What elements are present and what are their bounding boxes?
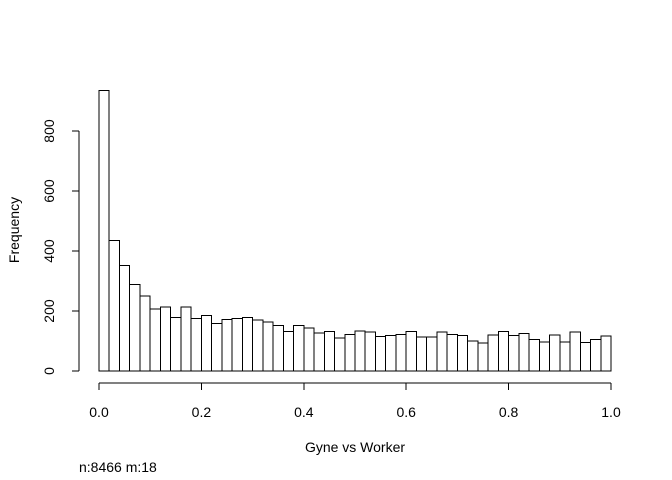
histogram-bar: [395, 333, 407, 372]
histogram-bar: [415, 336, 428, 372]
x-tick-label: 1.0: [601, 404, 621, 420]
histogram-bar: [129, 284, 141, 372]
histogram-bar: [313, 332, 325, 372]
histogram-bar: [211, 323, 223, 372]
x-tick-label: 0.6: [396, 404, 416, 420]
y-tick-label: 600: [41, 179, 57, 203]
x-axis-label: Gyne vs Worker: [305, 439, 405, 455]
histogram-bar: [170, 317, 182, 372]
histogram-bar: [262, 321, 274, 372]
histogram-bar: [487, 334, 499, 372]
histogram-bar: [241, 317, 254, 372]
y-tick-label: 400: [41, 239, 57, 263]
histogram-bars: [98, 90, 612, 372]
histogram-bar: [282, 330, 295, 372]
histogram-bar: [374, 336, 387, 372]
histogram-bar: [518, 333, 530, 372]
histogram-bar: [405, 330, 417, 372]
histogram-bar: [200, 315, 213, 372]
y-axis-label: Frequency: [6, 197, 22, 263]
histogram-bar: [149, 308, 161, 372]
histogram-bar: [118, 264, 131, 372]
histogram-bar: [600, 335, 612, 372]
y-tick-label: 200: [41, 299, 57, 323]
histogram-bar: [221, 318, 233, 372]
histogram-bar: [549, 334, 561, 372]
x-tick-label: 0.4: [294, 404, 314, 420]
histogram-bar: [344, 333, 356, 372]
histogram-bar: [252, 319, 264, 372]
y-tick-label: 800: [41, 119, 57, 143]
histogram-bar: [528, 339, 540, 372]
histogram-bar: [477, 342, 489, 372]
histogram-bar: [190, 318, 202, 372]
histogram-bar: [426, 336, 438, 372]
histogram-bar: [231, 318, 243, 372]
histogram-bar: [364, 331, 376, 372]
histogram-bar: [293, 324, 305, 372]
y-tick-label: 0: [41, 367, 57, 375]
histogram-bar: [108, 240, 120, 372]
histogram-bar: [436, 331, 448, 372]
histogram-bar: [446, 333, 458, 372]
histogram-bar: [354, 330, 366, 372]
histogram-bar: [559, 341, 571, 372]
histogram-bar: [497, 330, 510, 372]
histogram-bar: [538, 341, 551, 372]
histogram-bar: [590, 339, 602, 372]
y-axis: 0 200 400 600 800: [41, 119, 80, 375]
histogram-bar: [385, 335, 397, 372]
x-tick-label: 0.8: [499, 404, 519, 420]
histogram-bar: [569, 331, 581, 372]
histogram-bar: [467, 340, 479, 372]
histogram-bar: [323, 330, 336, 372]
histogram-bar: [508, 335, 520, 372]
histogram-bar: [456, 335, 469, 372]
x-tick-label: 0.0: [89, 404, 109, 420]
sample-info-label: n:8466 m:18: [79, 459, 157, 475]
histogram-bar: [579, 342, 592, 372]
histogram-bar: [272, 324, 284, 372]
histogram-bar: [303, 327, 315, 372]
histogram-bar: [334, 337, 346, 372]
x-tick-label: 0.2: [192, 404, 212, 420]
histogram-bar: [180, 306, 192, 372]
histogram-bar: [139, 295, 151, 372]
x-axis: 0.0 0.2 0.4 0.6 0.8 1.0: [89, 382, 621, 420]
histogram-bar: [159, 306, 172, 372]
histogram-bar: [98, 90, 110, 372]
